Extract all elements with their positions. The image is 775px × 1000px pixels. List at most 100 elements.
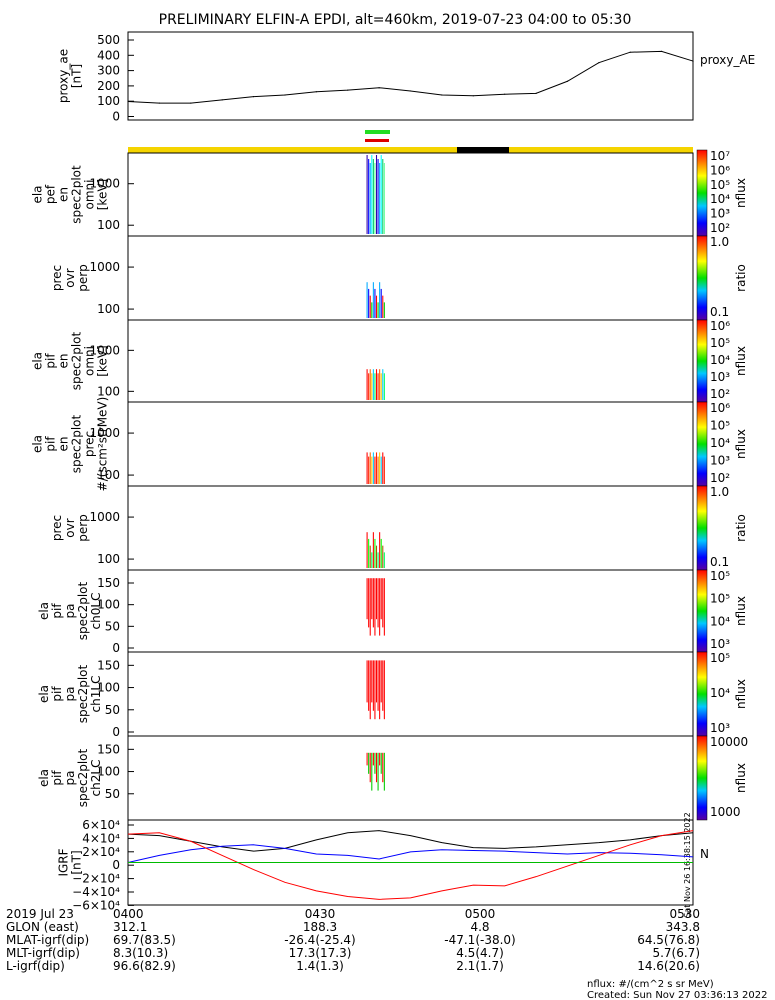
y-tick-label: 400 xyxy=(97,48,120,62)
proxy-ae-line xyxy=(127,50,694,104)
y-tick-label: 100 xyxy=(97,384,120,398)
spectrogram-column xyxy=(374,456,376,484)
spectrogram-column xyxy=(382,452,384,484)
spectrogram-column xyxy=(371,578,373,620)
y-tick-label: 50 xyxy=(105,703,120,717)
colorbar xyxy=(696,149,708,237)
ephemeris-value: 69.7(83.5) xyxy=(113,933,176,947)
spectrogram-column xyxy=(380,155,382,234)
y-axis-label: ela xyxy=(31,352,45,370)
colorbar xyxy=(696,569,708,653)
spectrogram-column xyxy=(380,288,382,318)
panel-10: IGRF [nT] 6×10⁴4×10⁴2×10⁴0−2×10⁴−4×10⁴−6×1… xyxy=(57,812,709,917)
spectrogram-column xyxy=(380,660,382,703)
colorbar xyxy=(696,235,708,321)
spectrogram-column xyxy=(375,295,378,318)
spectrogram-column xyxy=(377,159,379,234)
spectrogram-column xyxy=(383,660,385,720)
ephemeris-value: 0430 xyxy=(305,907,336,921)
spectrogram-column xyxy=(368,752,370,774)
footer-units: nflux: #/(cm^2 s sr MeV) xyxy=(587,979,714,990)
y-tick-label: 300 xyxy=(97,64,120,78)
colorbar-tick-label: 0.1 xyxy=(710,555,729,569)
spectrogram-column xyxy=(380,456,382,484)
panel-frame xyxy=(127,569,694,653)
spectrogram-column xyxy=(371,155,373,234)
colorbar-tick-label: 10⁵ xyxy=(710,419,730,433)
y-tick-label: 1000 xyxy=(89,426,120,440)
colorbar-label: nflux xyxy=(734,346,748,376)
ephemeris-value: 2.1(1.7) xyxy=(456,959,504,973)
spectrogram-column xyxy=(379,282,381,318)
spectrogram-column xyxy=(371,302,373,318)
panel-6: prec ovr perp 1000 100 1.0 0.1 ratio xyxy=(50,485,748,571)
colorbar-tick-label: 10⁴ xyxy=(710,686,730,700)
y-tick-label: 0 xyxy=(112,110,120,124)
y-axis-label: ch2LC xyxy=(89,760,103,797)
y-tick-label: 1000 xyxy=(89,177,120,191)
panel-7: ela pif pa spec2plot ch0LC 150 100 50 0 10⁵ 10⁵ 10⁴… xyxy=(37,569,748,655)
panel-frame xyxy=(127,319,694,403)
y-axis-label: prec xyxy=(50,265,64,291)
y-axis-label: ela xyxy=(37,602,51,620)
spectrogram-column xyxy=(368,578,370,628)
colorbar xyxy=(696,485,708,571)
y-tick-label: 150 xyxy=(97,576,120,590)
y-axis-label: proxy_ae xyxy=(57,49,71,103)
ephemeris-value: -26.4(-25.4) xyxy=(284,933,355,947)
spectrogram-column xyxy=(369,452,371,484)
panel-8: ela pif pa spec2plot ch1LC 150 100 50 0 10⁵ 10⁴ 10³… xyxy=(37,651,748,739)
spectrogram-column xyxy=(372,452,374,484)
spectrogram-column xyxy=(371,373,373,400)
y-axis-label: pa xyxy=(63,687,77,702)
ephemeris-row-label: GLON (east) xyxy=(6,920,79,934)
spectrogram-column xyxy=(379,369,381,400)
colorbar-label: nflux xyxy=(734,763,748,793)
proxy-ae-point xyxy=(378,87,380,89)
side-timestamp: Sat Nov 26 16:38:15 2022 xyxy=(683,812,692,917)
y-axis-label: ovr xyxy=(63,518,77,537)
colorbar-tick-label: 10⁶ xyxy=(710,163,730,177)
y-tick-label: 0 xyxy=(112,725,120,739)
igrf-line xyxy=(127,844,694,863)
spectrogram-column xyxy=(375,578,378,620)
proxy-ae-point xyxy=(598,62,600,64)
y-axis-label: [keV] xyxy=(96,179,110,210)
y-axis-label: en xyxy=(57,437,71,452)
spectrogram-column xyxy=(383,456,385,484)
proxy-ae-point xyxy=(158,102,160,104)
spectrogram-column xyxy=(366,578,368,620)
ephemeris-value: 0530 xyxy=(669,907,700,921)
spectrogram-column xyxy=(377,578,379,628)
y-axis-label: en xyxy=(57,354,71,369)
spectrogram-column xyxy=(382,159,384,234)
colorbar xyxy=(696,651,708,737)
spectrogram-column xyxy=(366,452,368,484)
proxy-ae-point xyxy=(472,95,474,97)
spectrogram-column xyxy=(375,452,378,484)
y-tick-label: 100 xyxy=(97,468,120,482)
panel-4: ela pif en spec2plot omni [keV]1000 100 10⁶ 10⁵ 1… xyxy=(31,319,748,403)
spectrogram-column xyxy=(380,578,382,620)
panel-3: prec ovr perp 1000 100 1.0 0.1 ratio xyxy=(50,235,748,321)
y-axis-label: prec xyxy=(83,431,97,457)
colorbar-tick-label: 10⁵ xyxy=(710,651,730,665)
y-axis-label: pif xyxy=(50,686,64,702)
colorbar-tick-label: 10⁴ xyxy=(710,353,730,367)
spectrogram-column xyxy=(372,369,374,400)
panel-frame xyxy=(127,485,694,571)
spectrogram-column xyxy=(374,538,376,568)
proxy-ae-point xyxy=(504,93,506,95)
spectrogram-column xyxy=(366,155,368,234)
spectrogram-column xyxy=(377,752,379,791)
legend-label: proxy_AE xyxy=(700,53,755,67)
y-tick-label: 2×10⁴ xyxy=(82,845,120,859)
ephemeris-value: 0500 xyxy=(465,907,496,921)
spectrogram-column xyxy=(366,660,368,703)
ephemeris-value: -47.1(-38.0) xyxy=(444,933,515,947)
spectrogram-column xyxy=(382,295,384,318)
y-axis-label: pif xyxy=(50,770,64,786)
ephemeris-table: 2019 Jul 23 0400 0430 0500 0530 GLON (east) 31… xyxy=(6,907,700,973)
spectrogram-column xyxy=(374,373,376,400)
